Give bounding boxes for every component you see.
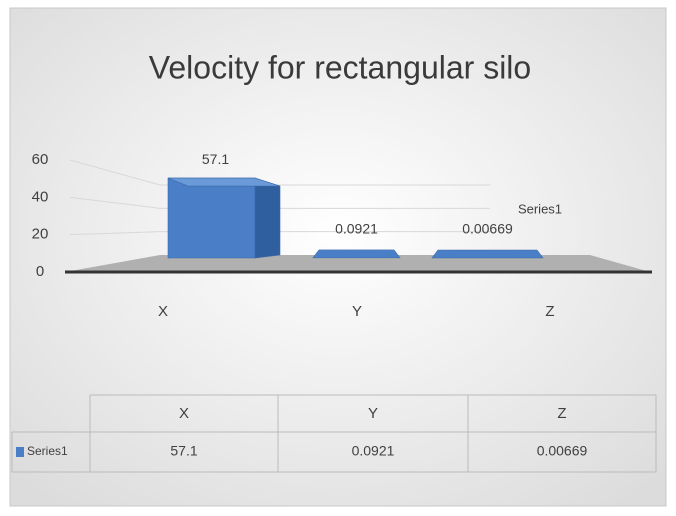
bar	[167, 177, 281, 259]
bar-face	[254, 177, 281, 259]
x-tick-label: Z	[545, 303, 554, 320]
y-tick-label: 0	[36, 263, 44, 280]
chart-title: Velocity for rectangular silo	[149, 49, 531, 85]
y-tick-label: 40	[32, 188, 49, 205]
x-tick-label: X	[158, 303, 168, 320]
grid-line	[69, 231, 490, 236]
bar-face	[431, 249, 544, 259]
data-table	[11, 394, 657, 473]
table-cell: 0.0921	[352, 443, 395, 459]
grid-line	[69, 196, 490, 209]
bar-face	[312, 249, 401, 259]
bar-face	[167, 177, 256, 259]
floor	[65, 255, 650, 272]
data-label: 57.1	[202, 151, 229, 167]
data-label: 0.0921	[335, 221, 378, 237]
bar	[312, 249, 401, 259]
table-header: Z	[557, 405, 566, 422]
y-tick-label: 20	[32, 226, 49, 243]
grid-line	[69, 159, 490, 186]
data-label: 0.00669	[462, 221, 513, 237]
table-header: Y	[368, 405, 378, 422]
bar	[431, 249, 544, 259]
legend-label: Series1	[27, 444, 68, 458]
bar-face	[167, 177, 281, 187]
legend-key	[16, 447, 24, 457]
y-tick-label: 60	[32, 151, 49, 168]
table-cell: 0.00669	[537, 443, 588, 459]
table-header: X	[179, 405, 189, 422]
series-label: Series1	[518, 201, 562, 216]
x-tick-label: Y	[352, 303, 362, 320]
table-cell: 57.1	[170, 443, 197, 459]
